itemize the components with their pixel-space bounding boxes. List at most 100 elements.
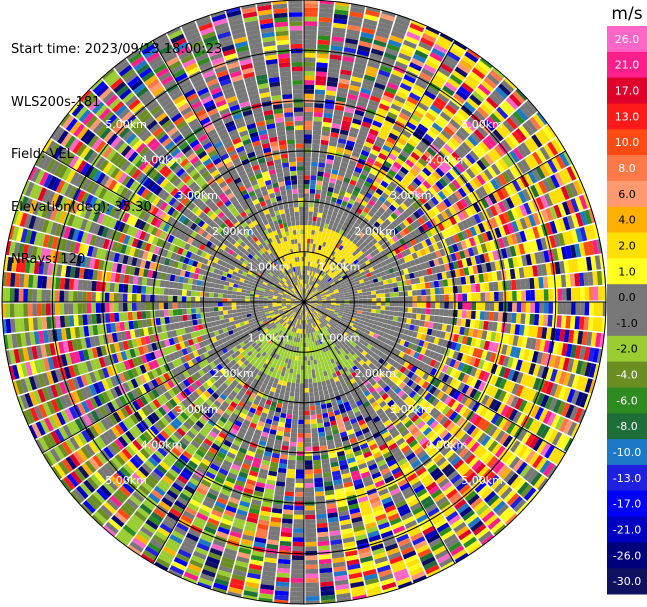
gate-cell	[253, 399, 260, 406]
gate-cell	[421, 33, 437, 43]
gate-cell	[269, 376, 275, 383]
gate-cell	[416, 513, 429, 524]
gate-cell	[296, 374, 301, 379]
gate-cell	[440, 481, 453, 492]
gate-cell	[370, 412, 378, 420]
gate-cell	[306, 351, 310, 357]
gate-cell	[318, 554, 331, 560]
gate-cell	[512, 256, 519, 268]
gate-cell	[479, 141, 490, 153]
gate-cell	[262, 407, 269, 414]
gate-cell	[418, 436, 429, 446]
gate-cell	[305, 492, 315, 497]
gate-cell	[427, 463, 438, 474]
gate-cell	[511, 370, 520, 383]
gate-cell	[195, 408, 204, 417]
gate-cell	[314, 103, 324, 109]
gate-cell	[320, 343, 325, 349]
gate-cell	[483, 76, 497, 89]
gate-cell	[541, 380, 550, 394]
gate-cell	[312, 298, 318, 301]
gate-cell	[426, 365, 434, 374]
gate-cell	[298, 415, 304, 420]
gate-cell	[247, 396, 255, 403]
gate-cell	[335, 96, 347, 103]
gate-cell	[251, 461, 261, 469]
gate-cell	[319, 318, 324, 323]
gate-cell	[497, 237, 505, 249]
gate-cell	[509, 150, 520, 163]
gate-cell	[553, 355, 561, 369]
gate-cell	[347, 289, 353, 293]
gate-cell	[334, 217, 341, 224]
gate-cell	[334, 483, 344, 490]
gate-cell	[407, 155, 418, 165]
gate-cell	[305, 510, 316, 515]
gate-cell	[312, 305, 317, 308]
gate-cell	[333, 278, 339, 283]
gate-cell	[269, 466, 278, 472]
gate-cell	[388, 256, 395, 263]
gate-cell	[317, 298, 322, 300]
gate-cell	[592, 239, 600, 255]
gate-cell	[421, 67, 435, 78]
gate-cell	[251, 437, 260, 445]
gate-cell	[291, 559, 304, 565]
gate-cell	[441, 255, 449, 264]
gate-cell	[398, 214, 406, 222]
gate-cell	[502, 211, 511, 223]
gate-cell	[324, 426, 332, 432]
gate-cell	[314, 340, 318, 346]
gate-cell	[493, 500, 506, 514]
gate-cell	[243, 487, 254, 495]
gate-cell	[469, 377, 478, 388]
gate-cell	[347, 313, 353, 318]
gate-cell	[584, 302, 590, 316]
gate-cell	[322, 266, 326, 272]
gate-cell	[327, 516, 339, 523]
gate-cell	[260, 412, 268, 419]
gate-cell	[260, 506, 272, 513]
gate-cell	[561, 288, 567, 301]
gate-cell	[452, 309, 458, 318]
gate-cell	[349, 507, 361, 515]
gate-cell	[321, 327, 326, 333]
gate-cell	[420, 474, 432, 484]
gate-cell	[341, 157, 350, 164]
gate-cell	[317, 212, 323, 218]
gate-cell	[235, 394, 243, 401]
gate-cell	[515, 206, 524, 219]
gate-cell	[368, 267, 375, 273]
gate-cell	[542, 276, 549, 289]
gate-cell	[184, 485, 196, 495]
gate-cell	[276, 369, 282, 376]
gate-cell	[312, 287, 316, 292]
gate-cell	[346, 168, 354, 175]
gate-cell	[558, 386, 567, 400]
gate-cell	[388, 358, 396, 366]
gate-cell	[506, 357, 514, 369]
gate-cell	[334, 9, 349, 16]
gate-cell	[259, 416, 267, 423]
gate-cell	[267, 355, 273, 361]
gate-cell	[306, 294, 310, 299]
gate-cell	[371, 274, 378, 280]
gate-cell	[344, 304, 350, 307]
gate-cell	[333, 437, 342, 444]
gate-cell	[263, 378, 269, 385]
gate-cell	[262, 566, 277, 573]
gate-cell	[431, 344, 438, 352]
gate-cell	[498, 366, 507, 378]
gate-cell	[520, 278, 526, 290]
gate-cell	[312, 139, 321, 145]
gate-cell	[320, 376, 326, 382]
gate-cell	[413, 84, 426, 94]
gate-cell	[339, 519, 352, 526]
gate-cell	[390, 30, 405, 40]
gate-cell	[505, 345, 513, 356]
gate-cell	[540, 394, 550, 408]
gate-cell	[483, 320, 489, 331]
gate-cell	[338, 256, 344, 262]
gate-cell	[388, 238, 395, 245]
